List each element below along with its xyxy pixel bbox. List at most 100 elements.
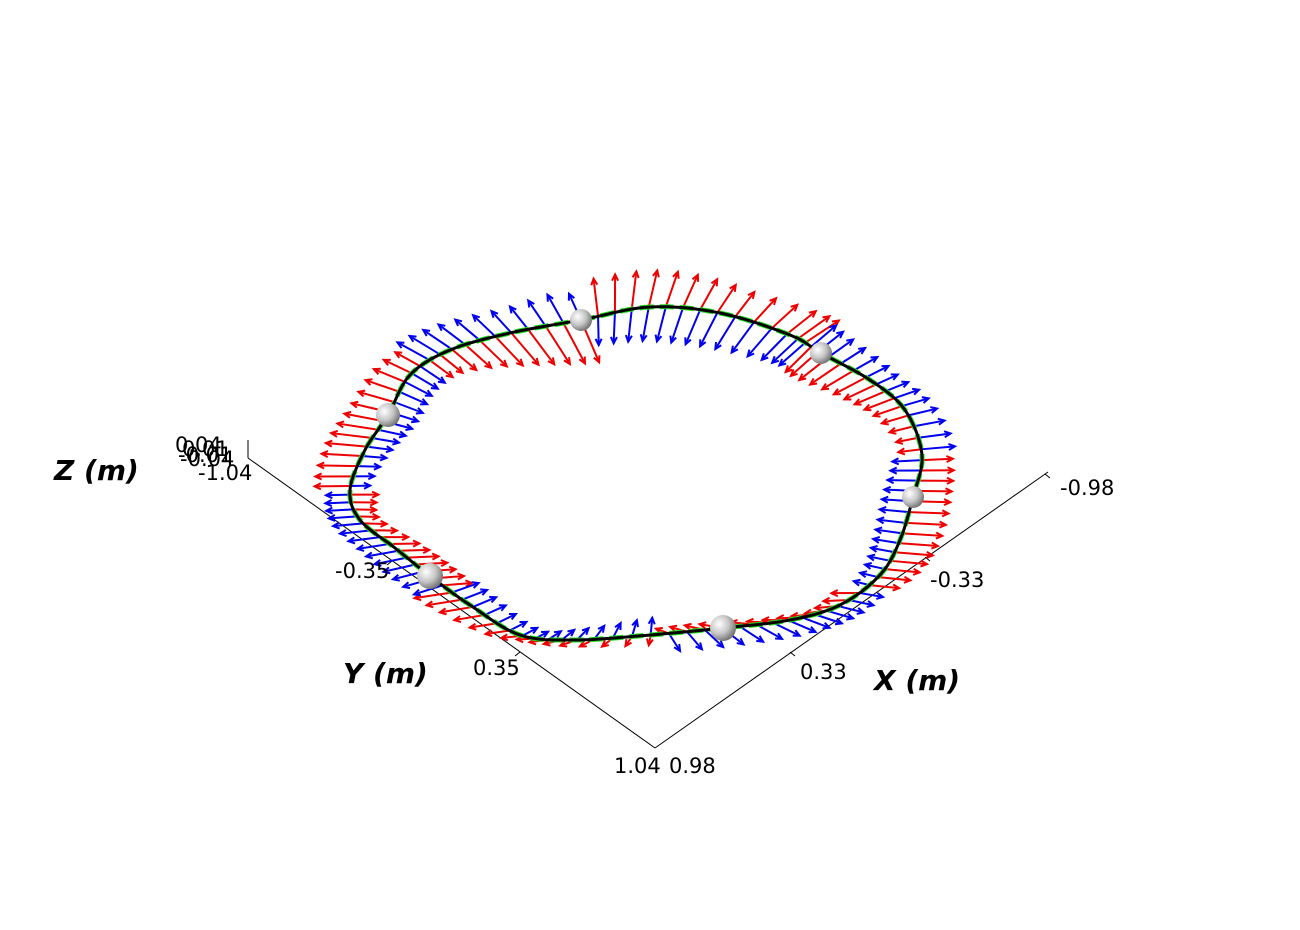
vector-arrow: [865, 364, 891, 379]
vector-arrow: [852, 390, 887, 406]
vector-arrow: [893, 436, 919, 445]
vector-arrow: [862, 562, 886, 571]
y-axis-line: [247, 457, 656, 749]
vector-arrow: [756, 623, 785, 641]
y-tick-label: -0.35: [335, 559, 389, 583]
vector-arrow: [896, 447, 922, 456]
vector-arrow: [407, 334, 441, 356]
vector-arrow: [908, 406, 940, 417]
vector-arrow: [312, 472, 354, 481]
vector-arrow: [394, 401, 425, 415]
vector-arrow: [315, 461, 358, 470]
vector-arrow: [346, 536, 381, 545]
vector-arrow: [424, 598, 463, 609]
vector-arrow: [869, 583, 902, 592]
vector-arrow: [837, 605, 866, 615]
vector-arrow: [326, 514, 358, 522]
vector-arrow: [887, 425, 915, 435]
z-tick-label: -1.04: [198, 461, 252, 485]
y-tick-mark: [514, 651, 521, 657]
vector-arrow: [801, 616, 832, 630]
vector-arrow: [479, 339, 509, 369]
vector-arrow: [350, 481, 373, 490]
vector-arrow: [349, 490, 381, 499]
vector-arrow: [393, 351, 421, 368]
vector-arrow: [356, 389, 395, 404]
waypoint: [902, 486, 924, 508]
vector-arrow: [831, 376, 867, 396]
waypoints: [376, 309, 924, 641]
vector-arrow: [372, 437, 402, 446]
vector-arrow: [898, 541, 941, 550]
x-tick-label: -0.33: [930, 568, 984, 592]
vector-arrow: [357, 512, 382, 521]
vector-arrow: [411, 584, 443, 597]
vector-arrow: [361, 453, 389, 462]
vector-arrow: [877, 575, 913, 584]
y-tick-label: 0.35: [473, 656, 520, 680]
vector-arrow: [840, 346, 868, 365]
vector-arrow: [611, 272, 620, 313]
vector-arrow: [639, 306, 650, 344]
vector-arrow: [788, 619, 818, 634]
z-axis-title: Z (m): [53, 454, 139, 487]
vector-arrow: [871, 405, 903, 418]
vector-arrow: [873, 526, 903, 535]
vector-arrow: [654, 306, 667, 344]
vector-arrow: [451, 581, 481, 594]
vector-arrow: [355, 542, 390, 552]
vector-arrow: [777, 341, 806, 367]
vector-arrow: [716, 283, 738, 314]
vector-arrow: [489, 309, 512, 334]
vector-arrow: [647, 268, 660, 308]
vector-arrow: [389, 539, 422, 548]
vector-arrow: [797, 314, 832, 340]
vector-arrow: [323, 499, 351, 508]
vector-arrow: [484, 604, 508, 616]
vector-arrow: [771, 303, 800, 329]
vector-arrow: [428, 359, 455, 379]
z-tick-label: -0.01: [178, 443, 232, 467]
y-tick-label: 1.04: [614, 754, 661, 778]
vector-arrow: [829, 589, 860, 598]
vector-arrow: [319, 450, 363, 459]
vector-arrow: [862, 397, 895, 412]
vector-arrow: [453, 318, 481, 342]
x-tick-label: -0.98: [1060, 476, 1114, 500]
vector-arrow: [471, 313, 496, 338]
vector-arrow: [909, 509, 951, 518]
vector-arrow: [868, 545, 895, 554]
vector-arrow: [875, 373, 900, 386]
vector-arrow: [363, 378, 400, 393]
vector-arrow: [544, 325, 572, 366]
x-tick-label: 0.33: [800, 660, 847, 684]
vector-arrow: [452, 614, 485, 623]
z-tick-label: -0.04: [180, 447, 234, 471]
vector-arrow: [328, 429, 373, 440]
vector-arrow: [521, 626, 540, 637]
vector-arrow: [905, 520, 949, 529]
vector-arrow: [913, 417, 947, 428]
vector-arrow: [866, 553, 891, 562]
actual-path: [348, 305, 924, 642]
vector-arrow: [594, 316, 603, 348]
normal-vectors: [312, 268, 957, 649]
vector-arrow: [760, 333, 788, 362]
vector-arrow: [827, 338, 856, 358]
vector-arrow: [669, 307, 684, 345]
vector-arrow: [921, 442, 958, 451]
vector-arrow: [820, 369, 855, 391]
vector-arrow: [371, 367, 406, 383]
vector-arrow: [918, 430, 953, 439]
vector-arrow: [624, 308, 633, 344]
vector-arrow: [857, 570, 879, 579]
vector-arrow: [404, 380, 434, 397]
vector-arrow: [527, 328, 556, 367]
vector-arrow: [398, 546, 432, 555]
vector-arrow: [508, 304, 529, 330]
vector-arrow: [894, 550, 936, 559]
vector-arrow: [353, 472, 377, 481]
x-tick-mark: [924, 556, 931, 562]
vector-arrow: [323, 491, 350, 500]
vector-arrow: [380, 533, 411, 542]
